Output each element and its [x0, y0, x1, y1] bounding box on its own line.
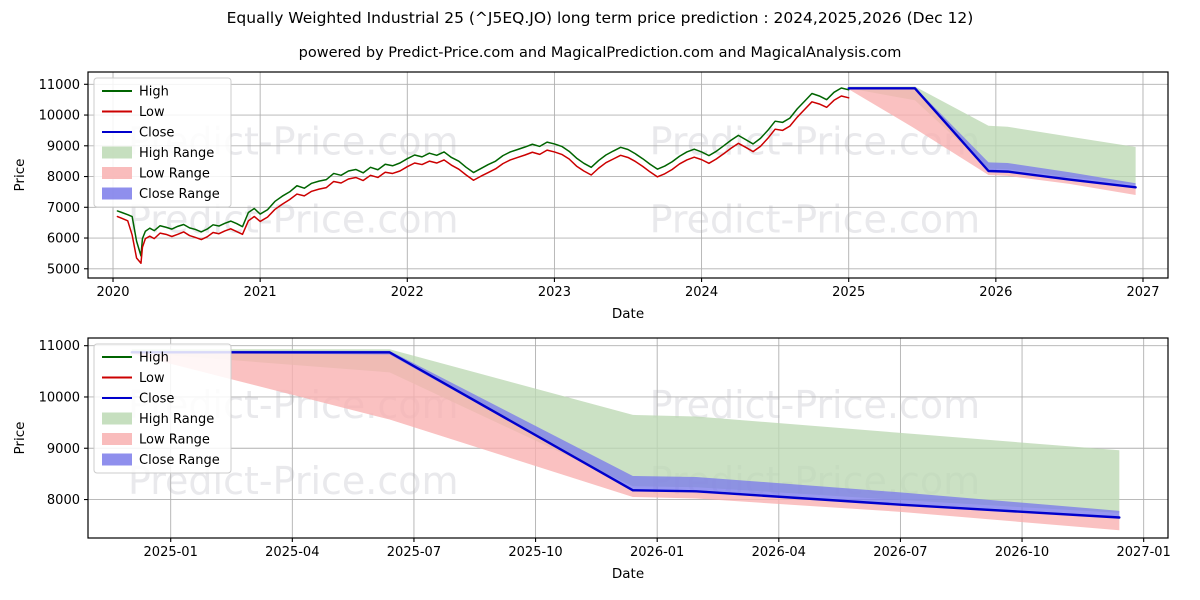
y-tick-label: 7000 — [47, 201, 80, 216]
axes: 5000 6000 7000 8000 9000 10000 11000 2020 2021 20… — [12, 78, 1160, 322]
legend-item-label: Close — [139, 126, 174, 141]
y-tick-label: 8000 — [47, 170, 80, 185]
series-close — [847, 87, 1137, 189]
legend-item-close[interactable]: Close — [102, 126, 174, 141]
y-tick-label: 6000 — [47, 232, 80, 247]
x-tick-label: 2026-04 — [752, 545, 806, 560]
legend-item-high[interactable]: High — [102, 85, 169, 100]
band-close-range — [131, 350, 1120, 518]
svg-text:Predict-Price.com: Predict-Price.com — [650, 198, 981, 242]
legend-item-label: Close Range — [139, 453, 220, 468]
y-tick-label: 11000 — [39, 78, 80, 93]
y-tick-label: 11000 — [39, 339, 80, 354]
legend-item-label: High Range — [139, 146, 214, 161]
y-tick-label: 5000 — [47, 262, 80, 277]
x-tick-label: 2026-07 — [873, 545, 927, 560]
legend-patch-swatch — [102, 146, 132, 159]
y-tick-label: 10000 — [39, 109, 80, 124]
plot-background — [88, 72, 1168, 278]
legend-patch-swatch — [102, 433, 132, 445]
band-high-range — [848, 86, 1136, 185]
x-tick-label: 2025-10 — [508, 545, 562, 560]
series-low — [116, 95, 850, 264]
axes: 8000 9000 10000 11000 2025-01 2025-04 2025-07 2… — [12, 339, 1171, 582]
y-tick-label: 9000 — [47, 139, 80, 154]
legend-item-close-range[interactable]: Close Range — [102, 187, 220, 202]
legend-item-label: Close — [139, 392, 174, 407]
x-tick-label: 2026-10 — [995, 545, 1049, 560]
x-tick-label: 2020 — [96, 285, 129, 300]
x-tick-label: 2027 — [1126, 285, 1159, 300]
legend-patch-swatch — [102, 167, 132, 179]
x-tick-label: 2023 — [538, 285, 571, 300]
legend-item-label: Low Range — [139, 167, 210, 182]
legend-item-label: Low Range — [139, 433, 210, 448]
legend: High Low Close High Range Low Range Close Ran… — [93, 343, 232, 474]
legend-item-low[interactable]: Low — [102, 105, 165, 120]
x-tick-label: 2025-01 — [144, 545, 198, 560]
x-tick-label: 2022 — [391, 285, 424, 300]
legend-item-high[interactable]: High — [102, 351, 169, 366]
watermark: Predict-Price.com Predict-Price.comPredic… — [128, 119, 980, 241]
x-tick-label: 2024 — [685, 285, 718, 300]
y-tick-label: 10000 — [39, 390, 80, 405]
y-axis-label: Price — [12, 159, 28, 192]
page-subtitle: powered by Predict-Price.com and Magical… — [298, 45, 902, 61]
legend-item-low-range[interactable]: Low Range — [102, 167, 210, 182]
x-tick-label: 2026 — [979, 285, 1012, 300]
y-tick-label: 8000 — [47, 493, 80, 508]
legend-item-high-range[interactable]: High Range — [102, 412, 214, 427]
legend-patch-swatch — [102, 187, 132, 200]
legend-item-label: Low — [139, 105, 165, 120]
overview-chart: Predict-Price.com Predict-Price.comPredic… — [12, 71, 1169, 322]
x-tick-label: 2021 — [244, 285, 277, 300]
legend-item-label: Close Range — [139, 187, 220, 202]
band-low-range — [131, 352, 1120, 531]
plot-border — [87, 337, 1169, 539]
page-title: Equally Weighted Industrial 25 (^J5EQ.JO… — [226, 9, 974, 27]
legend-item-close-range[interactable]: Close Range — [102, 453, 220, 468]
legend-item-label: High — [139, 85, 169, 100]
y-axis-label: Price — [12, 422, 28, 455]
x-tick-label: 2025-04 — [265, 545, 319, 560]
x-tick-label: 2026-01 — [630, 545, 684, 560]
forecast-detail-chart: Predict-Price.com Predict-Price.comPredic… — [12, 337, 1171, 582]
y-tick-label: 9000 — [47, 442, 80, 457]
x-tick-label: 2025 — [832, 285, 865, 300]
series-close — [130, 351, 1121, 519]
legend-item-label: High — [139, 351, 169, 366]
legend-patch-swatch — [102, 412, 132, 425]
x-tick-label: 2027-01 — [1117, 545, 1171, 560]
legend-item-label: Low — [139, 371, 165, 386]
legend-item-low[interactable]: Low — [102, 371, 165, 386]
x-axis-label: Date — [612, 566, 644, 582]
series-high — [116, 87, 850, 257]
legend-item-high-range[interactable]: High Range — [102, 146, 214, 161]
legend-item-low-range[interactable]: Low Range — [102, 433, 210, 448]
legend-patch-swatch — [102, 453, 132, 466]
plot-border — [87, 71, 1169, 279]
legend-item-label: High Range — [139, 412, 214, 427]
band-low-range — [848, 88, 1136, 195]
band-close-range — [848, 87, 1136, 188]
x-axis-label: Date — [612, 306, 644, 322]
legend-item-close[interactable]: Close — [102, 392, 174, 407]
legend: High Low Close High Range Low Range Close Ran… — [93, 77, 232, 208]
grid — [88, 72, 1168, 278]
x-tick-label: 2025-07 — [387, 545, 441, 560]
band-high-range — [131, 349, 1120, 513]
